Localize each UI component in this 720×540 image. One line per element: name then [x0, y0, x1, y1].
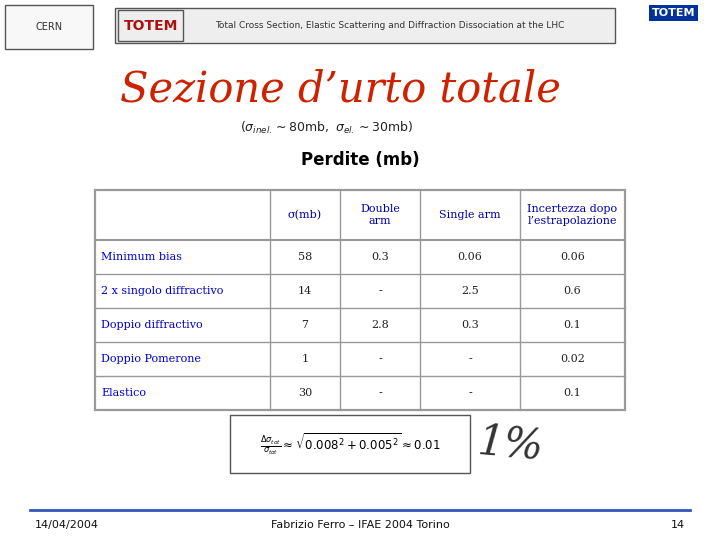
Text: -: -	[468, 354, 472, 364]
Text: Elastico: Elastico	[101, 388, 146, 398]
Text: Incertezza dopo
l’estrapolazione: Incertezza dopo l’estrapolazione	[528, 204, 618, 226]
Text: 14/04/2004: 14/04/2004	[35, 520, 99, 530]
Text: 0.3: 0.3	[371, 252, 389, 262]
Text: σ(mb): σ(mb)	[288, 210, 322, 220]
Text: 2.8: 2.8	[371, 320, 389, 330]
Text: Doppio Pomerone: Doppio Pomerone	[101, 354, 201, 364]
Text: TOTEM: TOTEM	[652, 8, 695, 18]
Bar	[230, 415, 470, 473]
Text: CERN: CERN	[35, 22, 63, 32]
Text: -: -	[378, 388, 382, 398]
Text: Total Cross Section, Elastic Scattering and Diffraction Dissociation at the LHC: Total Cross Section, Elastic Scattering …	[215, 22, 564, 30]
Bar	[115, 8, 615, 43]
Text: 0.1: 0.1	[564, 320, 581, 330]
Text: 14: 14	[298, 286, 312, 296]
Text: 0.06: 0.06	[560, 252, 585, 262]
Text: TOTEM: TOTEM	[124, 19, 178, 33]
Text: Sezione d’urto totale: Sezione d’urto totale	[120, 69, 560, 111]
Text: 2.5: 2.5	[461, 286, 479, 296]
Text: 58: 58	[298, 252, 312, 262]
Text: $\frac{\Delta\sigma_{tot}}{\sigma_{tot}} \approx \sqrt{0.008^2 + 0.005^2} \appro: $\frac{\Delta\sigma_{tot}}{\sigma_{tot}}…	[260, 431, 441, 457]
Text: 1: 1	[302, 354, 309, 364]
Text: 14: 14	[671, 520, 685, 530]
Text: Minimum bias: Minimum bias	[101, 252, 182, 262]
Text: ($\sigma_{inel.}{\sim}80\mathrm{mb},\ \sigma_{el.}{\sim}30\mathrm{mb}$): ($\sigma_{inel.}{\sim}80\mathrm{mb},\ \s…	[240, 120, 413, 136]
Text: 1%: 1%	[475, 420, 545, 468]
Text: 2 x singolo diffractivo: 2 x singolo diffractivo	[101, 286, 223, 296]
Text: Doppio diffractivo: Doppio diffractivo	[101, 320, 202, 330]
Text: 30: 30	[298, 388, 312, 398]
Text: Single arm: Single arm	[439, 210, 501, 220]
Text: Perdite (mb): Perdite (mb)	[301, 151, 419, 169]
Text: 7: 7	[302, 320, 308, 330]
Bar	[5, 5, 93, 49]
Text: -: -	[468, 388, 472, 398]
Text: Fabrizio Ferro – IFAE 2004 Torino: Fabrizio Ferro – IFAE 2004 Torino	[271, 520, 449, 530]
Bar	[118, 10, 183, 41]
Text: -: -	[378, 354, 382, 364]
Bar	[95, 190, 625, 410]
Text: 0.1: 0.1	[564, 388, 581, 398]
Text: -: -	[378, 286, 382, 296]
Text: 0.6: 0.6	[564, 286, 581, 296]
Text: 0.06: 0.06	[458, 252, 482, 262]
Text: 0.3: 0.3	[461, 320, 479, 330]
Text: 0.02: 0.02	[560, 354, 585, 364]
Text: Double
arm: Double arm	[360, 204, 400, 226]
